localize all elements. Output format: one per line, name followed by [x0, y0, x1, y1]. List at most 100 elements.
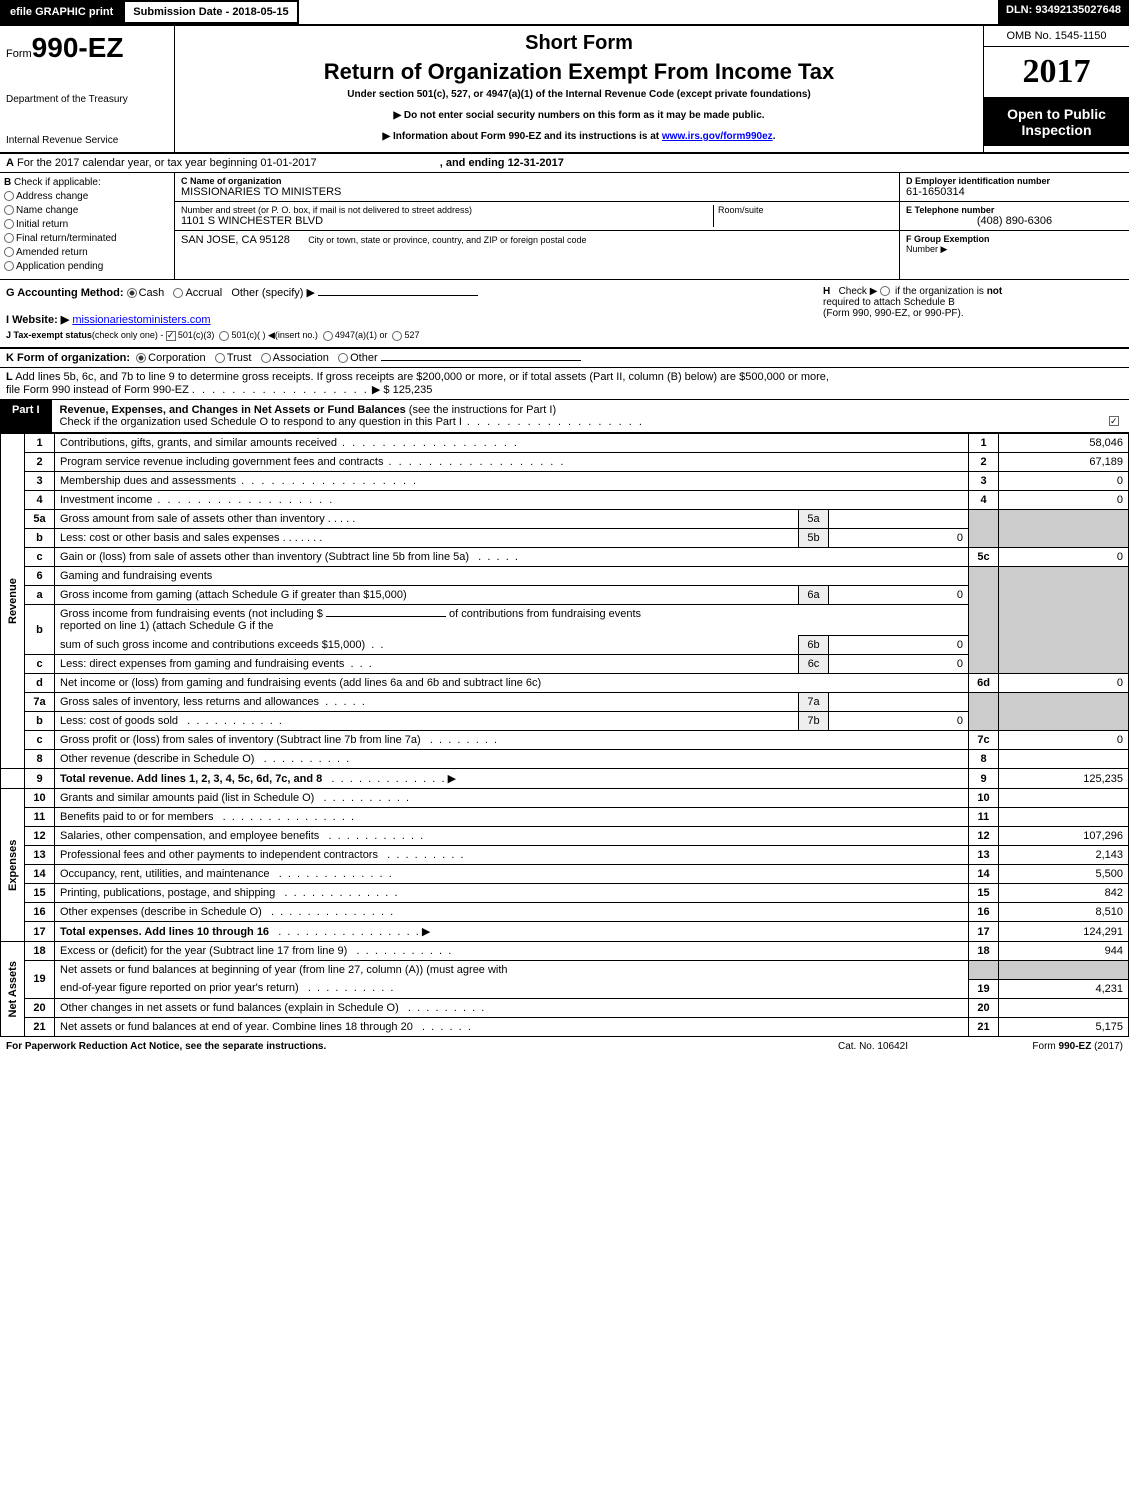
ln6d: 6d [969, 674, 999, 693]
opt-other-org: Other [350, 352, 378, 364]
part1-header-row: Part I Revenue, Expenses, and Changes in… [0, 400, 1129, 433]
radio-4947[interactable] [323, 331, 333, 341]
n5b: b [25, 529, 55, 548]
website-link[interactable]: missionariestoministers.com [72, 314, 210, 326]
line-l: L Add lines 5b, 6c, and 7b to line 9 to … [0, 368, 1129, 400]
v1: 58,046 [999, 434, 1129, 453]
form-number: Form990-EZ [6, 32, 168, 64]
row-11: 11 Benefits paid to or for members . . .… [1, 808, 1129, 827]
radio-cash[interactable] [127, 288, 137, 298]
form-number-text: 990-EZ [32, 32, 124, 63]
box-f: F Group Exemption Number ▶ [900, 231, 1129, 258]
n11: 11 [25, 808, 55, 827]
d19a: Net assets or fund balances at beginning… [55, 961, 969, 980]
label-h: H [823, 286, 830, 297]
sn7a: 7a [799, 693, 829, 712]
cb-address-change[interactable]: Address change [4, 191, 170, 202]
n17: 17 [25, 922, 55, 942]
radio-association[interactable] [261, 353, 271, 363]
cb-schedule-o[interactable] [1109, 416, 1119, 426]
omb-number: OMB No. 1545-1150 [984, 26, 1129, 47]
section-b-wrap: B Check if applicable: Address change Na… [0, 173, 1129, 280]
form-ref-bold: 990-EZ [1059, 1041, 1092, 1052]
sv6c: 0 [829, 655, 969, 674]
d14: Occupancy, rent, utilities, and maintena… [60, 868, 270, 880]
cb-amended-return[interactable]: Amended return [4, 247, 170, 258]
cb-application-pending[interactable]: Application pending [4, 261, 170, 272]
n7a: 7a [25, 693, 55, 712]
d6b1: Gross income from fundraising events (no… [60, 608, 323, 620]
v3: 0 [999, 472, 1129, 491]
v19: 4,231 [999, 979, 1129, 998]
row-10: Expenses 10 Grants and similar amounts p… [1, 789, 1129, 808]
opt-4947: 4947(a)(1) or [335, 330, 388, 340]
n9: 9 [25, 769, 55, 789]
opt-trust: Trust [227, 352, 252, 364]
irs-link[interactable]: www.irs.gov/form990ez [662, 131, 773, 142]
tax-year-begin: For the 2017 calendar year, or tax year … [17, 157, 317, 169]
cb-final-return[interactable]: Final return/terminated [4, 233, 170, 244]
n12: 12 [25, 827, 55, 846]
opt-association: Association [273, 352, 329, 364]
row-18: Net Assets 18 Excess or (deficit) for th… [1, 942, 1129, 961]
d5b: Less: cost or other basis and sales expe… [60, 532, 280, 544]
ln5c: 5c [969, 548, 999, 567]
n2: 2 [25, 453, 55, 472]
part1-title: Revenue, Expenses, and Changes in Net As… [60, 404, 406, 416]
n6: 6 [25, 567, 55, 586]
n10: 10 [25, 789, 55, 808]
side-netassets: Net Assets [1, 942, 25, 1037]
ein-label: D Employer identification number [906, 176, 1050, 186]
v6d: 0 [999, 674, 1129, 693]
v2: 67,189 [999, 453, 1129, 472]
cb-name-change[interactable]: Name change [4, 205, 170, 216]
ln11: 11 [969, 808, 999, 827]
open-public-inspection: Open to Public Inspection [984, 98, 1129, 146]
radio-527[interactable] [392, 331, 402, 341]
v4: 0 [999, 491, 1129, 510]
line-j: J Tax-exempt status(check only one) - 50… [6, 330, 823, 341]
label-a: A [6, 157, 14, 169]
cb-501c3[interactable] [166, 331, 176, 341]
sn6b: 6b [799, 636, 829, 655]
row-19a: 19 Net assets or fund balances at beginn… [1, 961, 1129, 980]
d3: Membership dues and assessments [60, 475, 236, 487]
irs-label: Internal Revenue Service [6, 135, 168, 146]
ln14: 14 [969, 865, 999, 884]
tax-exempt-sub: (check only one) - [92, 330, 164, 340]
radio-trust[interactable] [215, 353, 225, 363]
v18: 944 [999, 942, 1129, 961]
website-label: I Website: ▶ [6, 314, 69, 326]
d6b3: reported on line 1) (attach Schedule G i… [60, 620, 273, 632]
radio-other-org[interactable] [338, 353, 348, 363]
v10 [999, 789, 1129, 808]
row-6b-bot: sum of such gross income and contributio… [1, 636, 1129, 655]
d6b2: of contributions from fundraising events [449, 608, 641, 620]
radio-accrual[interactable] [173, 288, 183, 298]
efile-print-button[interactable]: efile GRAPHIC print [0, 0, 123, 24]
n8: 8 [25, 750, 55, 769]
radio-corporation[interactable] [136, 353, 146, 363]
cb-initial-return[interactable]: Initial return [4, 219, 170, 230]
cb-initial-return-label: Initial return [16, 219, 68, 230]
v8 [999, 750, 1129, 769]
n3: 3 [25, 472, 55, 491]
ln10: 10 [969, 789, 999, 808]
sn5a: 5a [799, 510, 829, 529]
line-g: G Accounting Method: Cash Accrual Other … [6, 286, 823, 299]
row-2: 2 Program service revenue including gove… [1, 453, 1129, 472]
radio-h[interactable] [880, 286, 890, 296]
cb-name-change-label: Name change [16, 205, 78, 216]
ln20: 20 [969, 998, 999, 1017]
opt-501c: 501(c)( ) ◀(insert no.) [231, 330, 317, 340]
d5a: Gross amount from sale of assets other t… [60, 513, 325, 525]
header-center: Short Form Return of Organization Exempt… [175, 26, 984, 152]
radio-501c[interactable] [219, 331, 229, 341]
ln1: 1 [969, 434, 999, 453]
h-check: Check ▶ [839, 286, 878, 297]
sv7a [829, 693, 969, 712]
side-expenses: Expenses [1, 789, 25, 942]
department-treasury: Department of the Treasury [6, 94, 168, 105]
part1-label: Part I [0, 400, 52, 432]
v5c: 0 [999, 548, 1129, 567]
